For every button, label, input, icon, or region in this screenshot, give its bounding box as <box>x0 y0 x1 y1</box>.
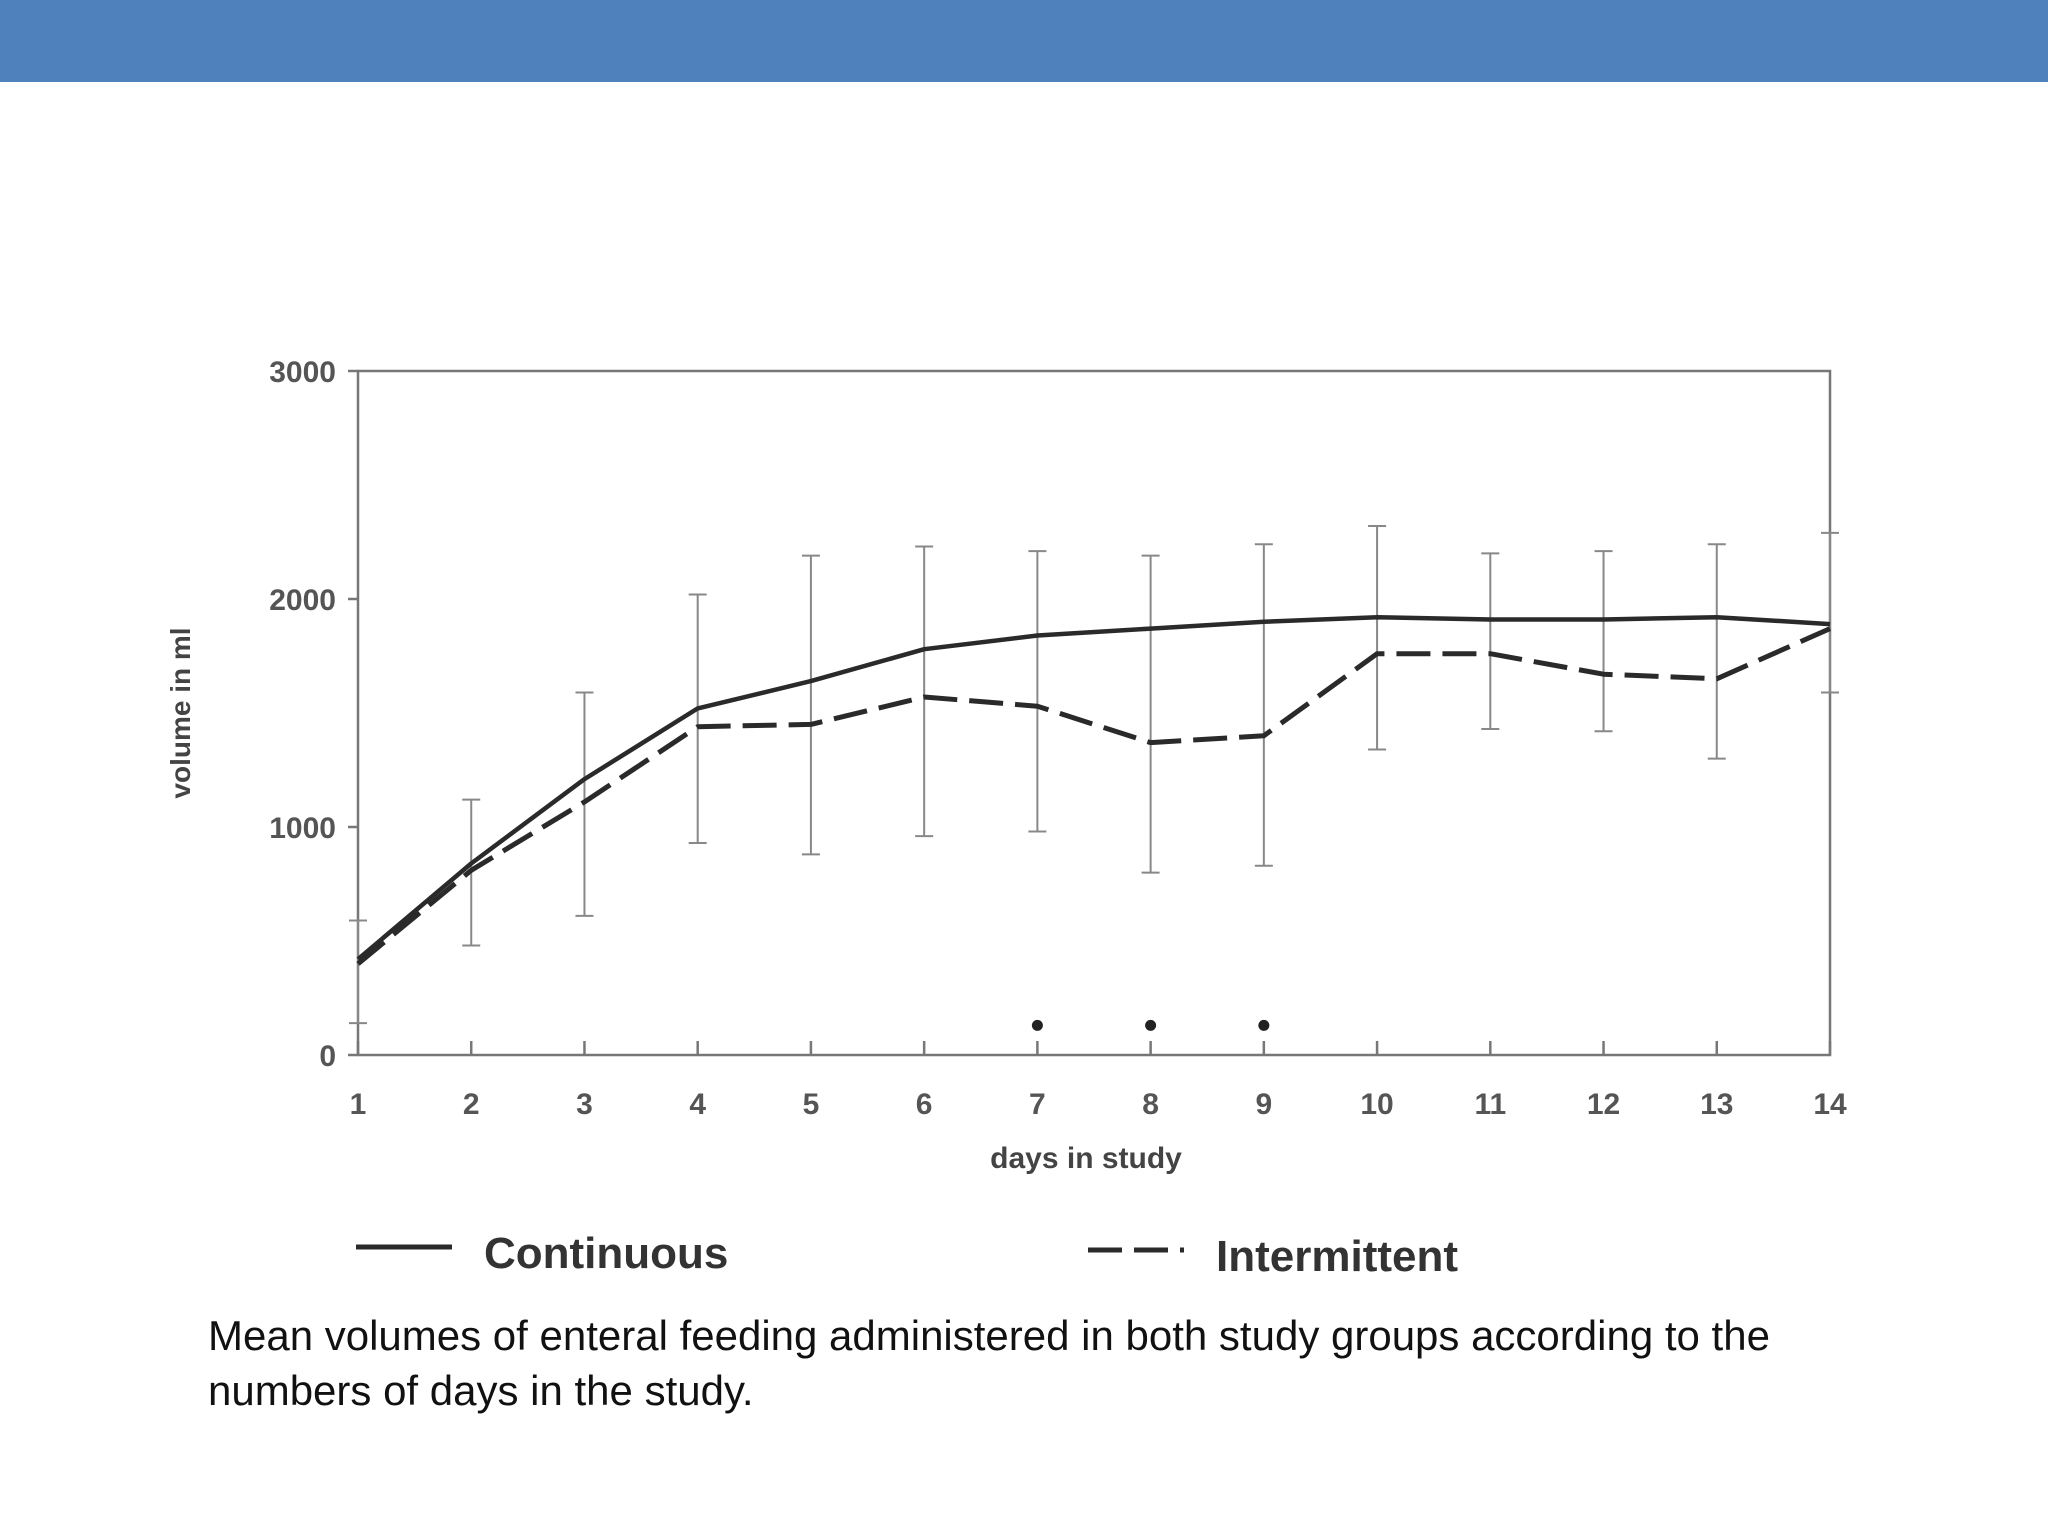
y-axis-ticks: 0 1000 2000 3000 <box>269 356 358 1073</box>
y-tick-label: 1000 <box>269 812 336 845</box>
x-tick-label: 14 <box>1813 1088 1847 1121</box>
y-tick-label: 2000 <box>269 584 336 617</box>
x-tick-label: 12 <box>1587 1088 1620 1121</box>
significance-marker <box>1258 1019 1270 1031</box>
x-tick-label: 10 <box>1360 1088 1393 1121</box>
y-tick-label: 3000 <box>269 356 336 389</box>
legend-label-continuous: Continuous <box>484 1229 728 1278</box>
series-line-continuous <box>356 614 1831 961</box>
x-tick-label: 9 <box>1256 1088 1273 1121</box>
y-tick-label: 0 <box>319 1040 336 1073</box>
x-tick-label: 1 <box>350 1088 367 1121</box>
x-axis-label: days in study <box>990 1142 1182 1175</box>
legend: Continuous Intermittent <box>356 1229 1458 1281</box>
x-tick-label: 3 <box>576 1088 593 1121</box>
series-line-intermittent <box>356 626 1832 966</box>
x-tick-label: 6 <box>916 1088 933 1121</box>
header-bar <box>0 0 2048 82</box>
x-tick-label: 13 <box>1700 1088 1733 1121</box>
x-axis-ticks: 1 2 3 4 5 6 7 8 9 10 11 12 13 14 <box>350 1041 1847 1121</box>
significance-markers <box>1031 1019 1270 1031</box>
x-tick-label: 7 <box>1029 1088 1046 1121</box>
plot-frame <box>356 369 1832 1057</box>
x-tick-label: 8 <box>1142 1088 1159 1121</box>
figure-caption: Mean volumes of enteral feeding administ… <box>208 1312 1770 1414</box>
x-tick-label: 4 <box>689 1088 706 1121</box>
x-tick-label: 11 <box>1474 1088 1506 1121</box>
y-axis-label: volume in ml <box>165 627 196 798</box>
x-tick-label: 5 <box>803 1088 820 1121</box>
error-bars <box>349 525 1839 1025</box>
significance-marker <box>1031 1019 1043 1031</box>
legend-label-intermittent: Intermittent <box>1216 1232 1458 1281</box>
series-lines <box>356 614 1832 966</box>
x-tick-label: 2 <box>463 1088 480 1121</box>
significance-marker <box>1145 1019 1157 1031</box>
